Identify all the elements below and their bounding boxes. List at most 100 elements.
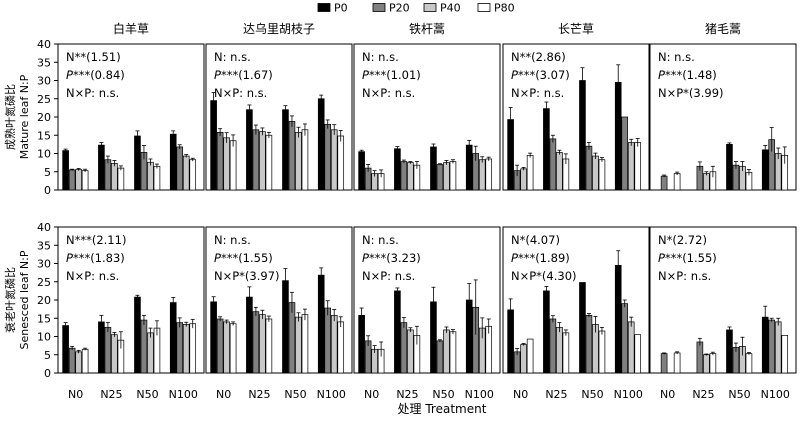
panel-frame: [353, 226, 501, 374]
bar-p80-n0: [526, 154, 534, 191]
legend-swatch-p0: [317, 3, 331, 12]
bar-p80-n25: [709, 353, 717, 374]
stat-line: P***(1.55): [658, 251, 717, 265]
y-tick-label: 5: [44, 166, 51, 179]
y-tick-label: 25: [37, 93, 51, 106]
panel-frame: [649, 226, 797, 374]
bar-p0-n0: [210, 301, 217, 374]
stat-line: N×P*(3.99): [658, 86, 724, 100]
legend-label-p20: P20: [389, 2, 410, 15]
stat-line: P***(0.84): [66, 68, 125, 82]
stat-line: N×P: n.s.: [362, 86, 415, 100]
bar-p20-n25: [400, 161, 408, 191]
bar-p20-n0: [660, 175, 668, 191]
bar-p40-n100: [182, 155, 190, 191]
bar-p80-n0: [673, 352, 681, 374]
bar-p20-n50: [732, 164, 740, 191]
x-tick-label: N50: [581, 388, 603, 401]
legend-swatch-p20: [372, 3, 386, 12]
species-title: 铁杆蒿: [409, 22, 445, 36]
bar-p40-n25: [703, 173, 710, 191]
bar-p0-n0: [358, 151, 365, 191]
bar-p80-n0: [81, 170, 89, 191]
stat-line: P***(1.89): [511, 251, 570, 265]
y-tick-label: 15: [37, 129, 51, 142]
bar-p40-n100: [627, 321, 635, 374]
bar-p40-n100: [627, 142, 635, 191]
bar-p40-n50: [295, 316, 302, 374]
bar-p20-n50: [585, 314, 593, 374]
x-tick-label: N0: [660, 388, 675, 401]
y-axis-labels: 成熟叶氮磷比 Mature leaf N:P 衰老叶氮磷比 Senesced leaf…: [3, 74, 31, 349]
bar-p40-n25: [556, 327, 563, 374]
panel-frame: [57, 226, 205, 374]
y-tick-label: 35: [37, 239, 51, 252]
bar-p80-n100: [634, 334, 642, 374]
panel-mature-5: N: n.s. P***(1.48) N×P*(3.99): [649, 43, 797, 191]
stat-line: N×P: n.s.: [66, 269, 119, 283]
bar-p0-n0: [62, 325, 69, 374]
bar-p80-n100: [189, 159, 197, 191]
x-tick-label: N25: [692, 388, 714, 401]
bar-p20-n50: [288, 302, 296, 374]
panel-frame: [502, 226, 650, 374]
species-title: 白羊草: [113, 21, 149, 36]
bar-p80-n50: [449, 161, 457, 191]
bar-p0-n25: [543, 108, 550, 191]
x-tick-label: N0: [513, 388, 528, 401]
bar-p40-n0: [520, 168, 527, 191]
bar-p20-n25: [104, 327, 112, 374]
panel-mature-4: N**(2.86) P***(3.07) N×P: n.s.: [502, 43, 650, 191]
bar-p0-n50: [134, 296, 141, 374]
bar-p0-n0: [358, 314, 365, 374]
bar-p80-n25: [413, 164, 421, 191]
bar-p40-n0: [75, 351, 82, 374]
bar-p0-n25: [543, 290, 550, 374]
stat-line: N×P: n.s.: [658, 269, 711, 283]
panel-senesced-5: N*(2.72) P***(1.55) N×P: n.s. N0 N25 N50 N100: [649, 226, 797, 401]
stat-line: N: n.s.: [362, 50, 399, 64]
y-tick-label: 5: [44, 349, 51, 362]
y-tick-label: 20: [37, 111, 51, 124]
bar-p20-n25: [549, 138, 557, 191]
bar-p0-n25: [98, 321, 105, 374]
species-title: 达乌里胡枝子: [243, 21, 315, 36]
bar-p40-n50: [147, 161, 154, 191]
bar-p20-n100: [768, 319, 776, 374]
stat-line: N×P: n.s.: [362, 269, 415, 283]
bar-p20-n100: [621, 303, 629, 374]
stat-line: P***(3.07): [511, 68, 570, 82]
bar-p20-n25: [549, 318, 557, 374]
y-axis-label-cn: 衰老叶氮磷比: [3, 267, 17, 333]
x-tick-label: N50: [432, 388, 454, 401]
x-tick-label: N50: [728, 388, 750, 401]
bar-p0-n100: [761, 149, 769, 191]
bar-p40-n25: [407, 162, 414, 191]
legend-label-p40: P40: [440, 2, 461, 15]
bar-p80-n25: [265, 318, 273, 374]
panel-frame: [205, 226, 353, 374]
bar-p40-n25: [407, 329, 414, 374]
panel-senesced-4: N*(4.07) P***(1.89) N×P*(4.30) N0 N25 N50 N100: [502, 226, 650, 401]
bar-p80-n100: [781, 335, 789, 374]
bar-p0-n50: [579, 282, 586, 374]
bar-p40-n0: [75, 169, 82, 191]
stat-line: N: n.s.: [214, 50, 251, 64]
bar-p0-n50: [726, 329, 733, 374]
x-tick-label: N25: [396, 388, 418, 401]
bar-p20-n50: [436, 340, 444, 374]
bar-p40-n50: [443, 162, 450, 191]
bar-p0-n100: [465, 144, 473, 191]
stat-line: P***(1.55): [214, 251, 273, 265]
bar-p40-n50: [147, 332, 154, 374]
y-tick-label: 10: [37, 148, 51, 161]
bar-p40-n25: [111, 334, 118, 374]
stat-line: N×P*(4.30): [511, 269, 577, 283]
bar-p80-n25: [562, 332, 570, 374]
x-tick-label: N25: [248, 388, 270, 401]
y-tick-label: 15: [37, 312, 51, 325]
bar-p80-n0: [526, 338, 534, 374]
y-tick-label: 30: [37, 258, 51, 271]
bar-p20-n0: [68, 169, 76, 191]
